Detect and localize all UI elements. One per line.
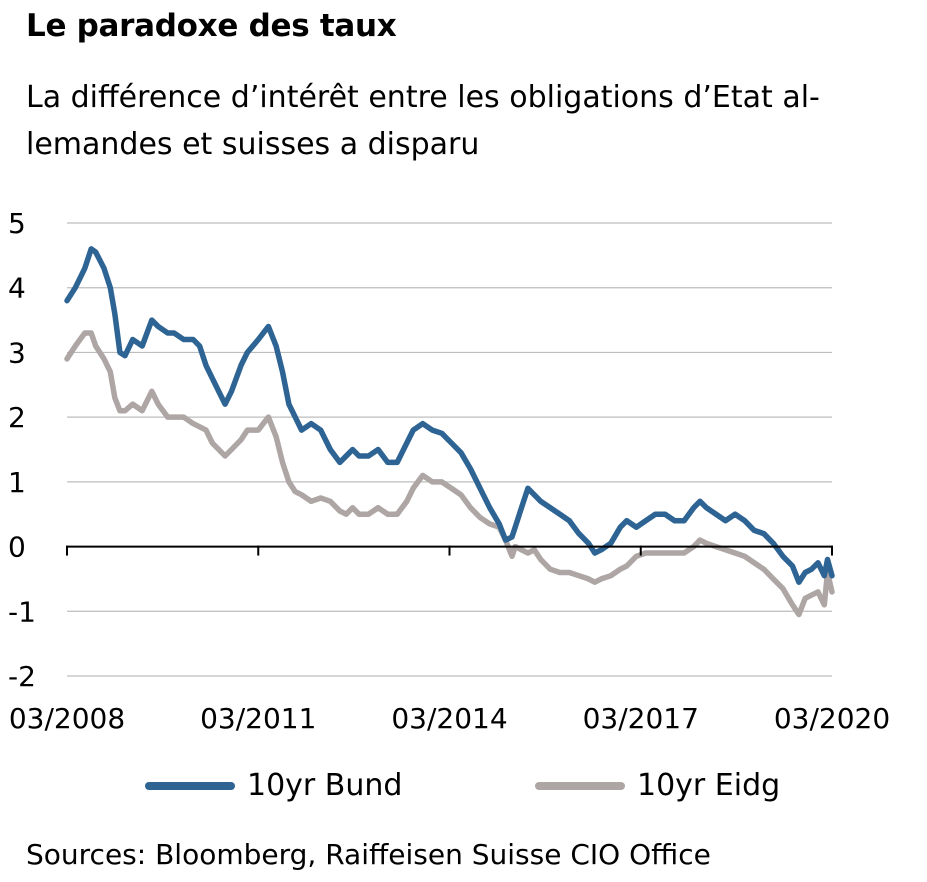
series-layer bbox=[64, 246, 835, 618]
source-note: Sources: Bloomberg, Raiffeisen Suisse CI… bbox=[26, 838, 711, 871]
grid-layer bbox=[67, 222, 832, 677]
x-tick-label: 03/2014 bbox=[391, 702, 507, 735]
y-tick-label: 2 bbox=[8, 401, 26, 434]
line-chart: -2 -1 0 1 2 3 4 5 03/2008 03/2011 03/2014 03/2017 03… bbox=[8, 207, 890, 735]
legend-label-eidg: 10yr Eidg bbox=[637, 768, 781, 803]
x-tick-label: 03/2011 bbox=[200, 702, 316, 735]
y-tick-label: -2 bbox=[8, 660, 36, 693]
legend-swatch-bund bbox=[145, 781, 235, 790]
series-line-eidg bbox=[64, 330, 835, 618]
y-tick-label: 5 bbox=[8, 207, 26, 240]
chart-title: Le paradoxe des taux bbox=[26, 8, 397, 44]
x-tick-label: 03/2017 bbox=[583, 702, 699, 735]
axis-layer: -2 -1 0 1 2 3 4 5 03/2008 03/2011 03/2014 03/2017 03… bbox=[8, 207, 890, 735]
subtitle-line-2: lemandes et suisses a disparu bbox=[26, 127, 480, 162]
legend-item-eidg: 10yr Eidg bbox=[535, 768, 780, 803]
y-tick-label: 4 bbox=[8, 272, 26, 305]
y-tick-label: 1 bbox=[8, 466, 26, 499]
y-tick-label: 0 bbox=[8, 531, 26, 564]
x-tick-label: 03/2020 bbox=[774, 702, 890, 735]
subtitle-line-1: La différence d’intérêt entre les obliga… bbox=[26, 80, 820, 115]
series-line-bund bbox=[64, 246, 835, 585]
y-tick-label: -1 bbox=[8, 595, 36, 628]
legend-label-bund: 10yr Bund bbox=[247, 768, 403, 803]
chart-subtitle: La différence d’intérêt entre les obliga… bbox=[26, 74, 906, 168]
legend-swatch-eidg bbox=[535, 781, 625, 790]
legend-item-bund: 10yr Bund bbox=[145, 768, 402, 803]
y-tick-label: 3 bbox=[8, 336, 26, 369]
x-tick-label: 03/2008 bbox=[9, 702, 125, 735]
